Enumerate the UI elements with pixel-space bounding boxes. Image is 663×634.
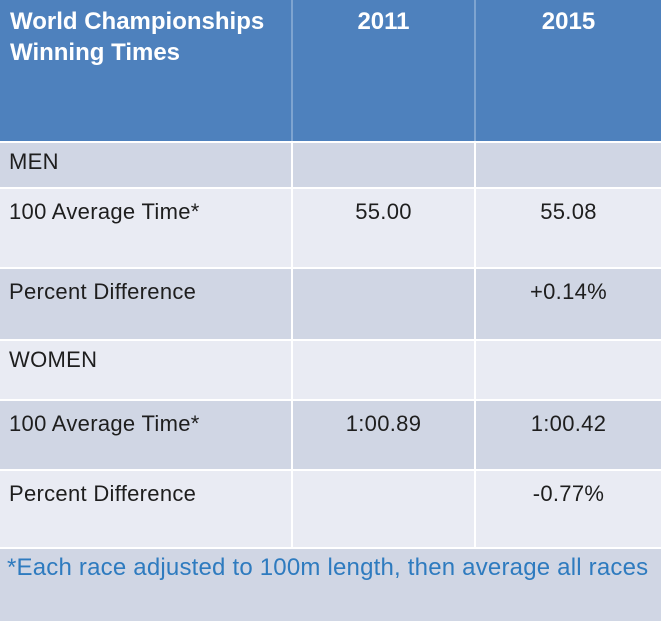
row-label-men: MEN — [0, 143, 291, 187]
value-women-average-2011: 1:00.89 — [293, 401, 474, 469]
table-title: World Championships Winning Times — [10, 8, 265, 66]
table-row-women-section: WOMEN — [0, 341, 661, 399]
table-row-men-percent-difference: Percent Difference +0.14% — [0, 269, 661, 339]
value-men-percent-2015: +0.14% — [476, 269, 661, 339]
value-men-2011 — [293, 143, 474, 187]
value-women-average-2015: 1:00.42 — [476, 401, 661, 469]
row-label-women-percent-difference: Percent Difference — [0, 471, 291, 547]
table-footnote-row: *Each race adjusted to 100m length, then… — [0, 549, 661, 621]
table-row-men-average-time: 100 Average Time* 55.00 55.08 — [0, 189, 661, 267]
winning-times-table: World Championships Winning Times 2011 2… — [0, 0, 661, 621]
table-row-men-section: MEN — [0, 143, 661, 187]
value-men-2015 — [476, 143, 661, 187]
row-label-women: WOMEN — [0, 341, 291, 399]
value-women-percent-2011 — [293, 471, 474, 547]
row-label-men-average-time: 100 Average Time* — [0, 189, 291, 267]
table-row-women-percent-difference: Percent Difference -0.77% — [0, 471, 661, 547]
value-men-percent-2011 — [293, 269, 474, 339]
table-header-row: World Championships Winning Times 2011 2… — [0, 0, 661, 141]
value-women-2011 — [293, 341, 474, 399]
value-women-2015 — [476, 341, 661, 399]
row-label-men-percent-difference: Percent Difference — [0, 269, 291, 339]
table-row-women-average-time: 100 Average Time* 1:00.89 1:00.42 — [0, 401, 661, 469]
footnote-text: *Each race adjusted to 100m length, then… — [0, 549, 661, 621]
column-header-2011: 2011 — [291, 0, 474, 141]
value-women-percent-2015: -0.77% — [476, 471, 661, 547]
column-header-2015: 2015 — [474, 0, 661, 141]
value-men-average-2015: 55.08 — [476, 189, 661, 267]
value-men-average-2011: 55.00 — [293, 189, 474, 267]
row-label-women-average-time: 100 Average Time* — [0, 401, 291, 469]
